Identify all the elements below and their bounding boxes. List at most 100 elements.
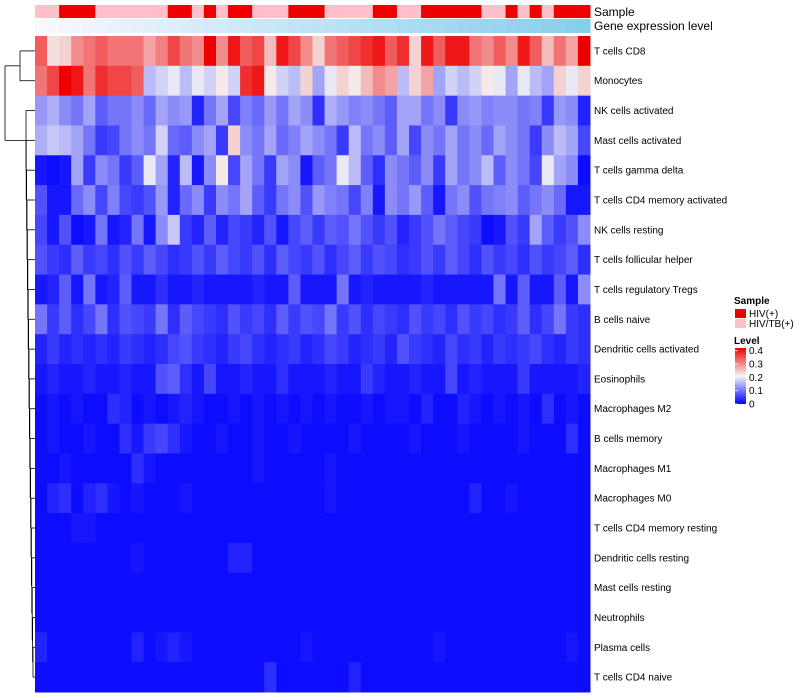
heatmap-cell — [529, 632, 543, 663]
heatmap-cell — [240, 244, 253, 276]
heatmap-cell — [396, 214, 410, 246]
heatmap-cell — [517, 453, 531, 484]
heatmap-cell — [336, 334, 350, 365]
heatmap-cell — [457, 274, 470, 305]
row-label: Macrophages M0 — [594, 494, 672, 505]
sample-annotation-cell — [541, 5, 555, 18]
heatmap-cell — [288, 65, 301, 97]
heatmap-cell — [312, 513, 326, 544]
sample-annotation-cell — [433, 5, 446, 18]
sample-annotation-cell — [167, 5, 181, 18]
heatmap-cell — [240, 185, 253, 216]
heatmap-cell — [324, 244, 338, 276]
heatmap-cell — [47, 185, 60, 216]
heatmap-cell — [421, 214, 434, 246]
heatmap-cell — [35, 393, 48, 425]
heatmap-cell — [83, 393, 96, 425]
heatmap-cell — [517, 364, 531, 395]
expression-annotation-cell — [553, 19, 567, 33]
heatmap-cell — [300, 453, 313, 484]
heatmap-cell — [83, 304, 96, 335]
heatmap-cell — [131, 632, 145, 663]
heatmap-cell — [276, 572, 289, 604]
heatmap-cell — [300, 95, 313, 126]
heatmap-cell — [529, 95, 543, 126]
heatmap-cell — [288, 214, 301, 246]
heatmap-cell — [179, 155, 193, 186]
heatmap-cell — [228, 185, 241, 216]
expression-annotation-cell — [312, 19, 326, 33]
heatmap-cell — [348, 95, 362, 126]
heatmap-cell — [131, 65, 145, 97]
heatmap-cell — [336, 393, 350, 425]
heatmap-cell — [577, 36, 591, 67]
heatmap-cell — [433, 334, 446, 365]
heatmap-cell — [360, 364, 374, 395]
heatmap-cell — [348, 423, 362, 454]
heatmap-cell — [481, 125, 494, 156]
heatmap-cell — [288, 244, 301, 276]
heatmap-cell — [445, 423, 458, 454]
expression-annotation-cell — [565, 19, 579, 33]
heatmap-cell — [409, 364, 422, 395]
heatmap-cell — [71, 65, 84, 97]
heatmap-cell — [384, 602, 398, 633]
heatmap-cell — [553, 632, 567, 663]
heatmap-cell — [517, 36, 531, 67]
heatmap-cell — [131, 513, 145, 544]
heatmap-cell — [384, 513, 398, 544]
heatmap-cell — [336, 274, 350, 305]
heatmap-cell — [228, 483, 241, 514]
heatmap-cell — [529, 274, 543, 305]
heatmap-cell — [155, 632, 169, 663]
heatmap-cell — [505, 602, 519, 633]
heatmap-cell — [505, 364, 519, 395]
sample-annotation-cell — [565, 5, 579, 18]
heatmap-cell — [372, 274, 386, 305]
heatmap-cell — [348, 483, 362, 514]
heatmap-cell — [445, 36, 458, 67]
expression-annotation-cell — [469, 19, 482, 33]
heatmap-cell — [143, 334, 157, 365]
heatmap-cell — [203, 214, 217, 246]
heatmap-cell — [457, 364, 470, 395]
legend-level-title: Level — [734, 336, 760, 347]
heatmap-cell — [505, 662, 519, 693]
heatmap-cell — [240, 393, 253, 425]
heatmap-cell — [215, 632, 229, 663]
sample-annotation-cell — [517, 5, 531, 18]
heatmap-cell — [517, 632, 531, 663]
row-label: Plasma cells — [594, 643, 650, 654]
heatmap-cell — [107, 483, 120, 514]
heatmap-cell — [577, 393, 591, 425]
heatmap-cell — [312, 602, 326, 633]
heatmap-cell — [59, 662, 72, 693]
heatmap-cell — [469, 513, 482, 544]
heatmap-cell — [505, 185, 519, 216]
heatmap-cell — [396, 244, 410, 276]
heatmap-cell — [493, 453, 507, 484]
heatmap-cell — [577, 423, 591, 454]
heatmap-cell — [264, 423, 277, 454]
heatmap-cell — [143, 542, 157, 574]
heatmap-cell — [119, 393, 133, 425]
heatmap-cell — [541, 453, 555, 484]
heatmap-cell — [264, 125, 277, 156]
heatmap-cell — [469, 542, 482, 574]
heatmap-cell — [577, 244, 591, 276]
heatmap-cell — [179, 453, 193, 484]
heatmap-cell — [565, 542, 579, 574]
heatmap-cell — [35, 602, 48, 633]
heatmap-cell — [433, 483, 446, 514]
heatmap-cell — [493, 364, 507, 395]
heatmap-cell — [505, 423, 519, 454]
heatmap-cell — [493, 572, 507, 604]
heatmap-cell — [360, 453, 374, 484]
heatmap-cell — [215, 155, 229, 186]
heatmap-cell — [384, 214, 398, 246]
heatmap-cell — [300, 542, 313, 574]
heatmap-cell — [119, 274, 133, 305]
heatmap-cell — [457, 483, 470, 514]
heatmap-cell — [445, 185, 458, 216]
heatmap-cell — [264, 513, 277, 544]
